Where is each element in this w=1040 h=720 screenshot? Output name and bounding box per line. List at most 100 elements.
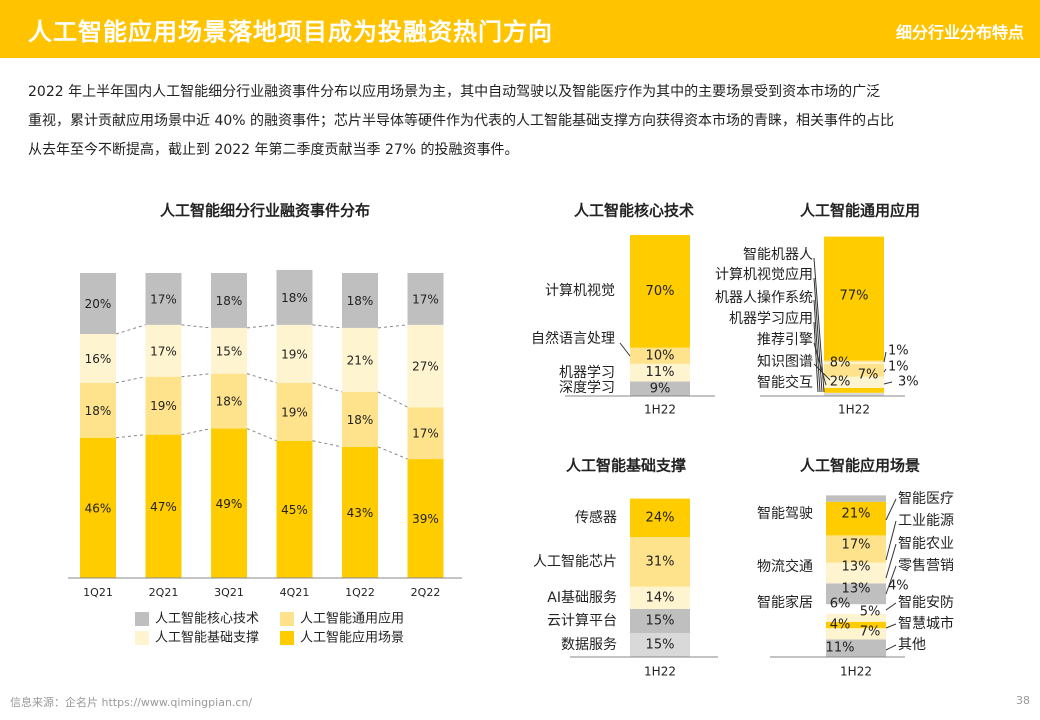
data-label: 18% (216, 395, 243, 409)
connector-line (246, 373, 277, 384)
x-tick-label: 2Q22 (411, 586, 441, 599)
category-label: 计算机视觉 (545, 283, 615, 299)
category-label: 计算机视觉应用 (715, 266, 813, 283)
bar-segment (630, 381, 690, 396)
data-label: 7% (860, 625, 881, 640)
data-label: 3% (898, 375, 919, 390)
data-label: 47% (150, 500, 177, 514)
bar-segment (407, 459, 444, 578)
data-label: 17% (412, 427, 439, 441)
data-label: 1% (888, 360, 909, 375)
category-label: 智慧城市 (898, 615, 954, 632)
leader-line (885, 543, 897, 579)
bar-segment (145, 273, 182, 325)
leader-line (813, 299, 821, 393)
bar-segment (342, 446, 378, 578)
bar-segment (630, 537, 690, 587)
chart-title: 人工智能应用场景 (800, 457, 920, 475)
bar-segment (826, 613, 886, 622)
bar-segment (145, 434, 182, 578)
legend-label: 人工智能通用应用 (300, 611, 404, 627)
category-label: 自然语言处理 (531, 330, 615, 347)
data-label: 21% (347, 353, 374, 367)
category-label: 推荐引擎 (757, 332, 813, 348)
connector-line (181, 373, 212, 378)
x-tick-label: 4Q21 (280, 586, 310, 599)
legend-swatch (135, 631, 149, 645)
category-label: 其他 (898, 637, 926, 653)
legend-swatch (280, 631, 294, 645)
data-label: 19% (150, 399, 177, 413)
data-label: 46% (85, 501, 112, 515)
bar-segment (80, 437, 116, 578)
data-label: 4% (830, 618, 851, 633)
connector-line (312, 382, 343, 393)
category-label: 智能机器人 (743, 247, 813, 263)
category-label: 物流交通 (757, 558, 813, 575)
bar-segment (630, 498, 690, 537)
bar-segment (276, 324, 313, 383)
connector-line (377, 391, 408, 408)
source-note: 信息来源：企名片 https://www.qimingpian.cn/ (10, 696, 253, 709)
data-label: 18% (281, 291, 308, 305)
connector-line (246, 428, 277, 442)
data-label: 18% (347, 413, 374, 427)
bar-segment (824, 392, 884, 396)
connector-line (312, 440, 343, 448)
data-label: 11% (826, 641, 855, 656)
bar-segment (826, 495, 886, 502)
data-label: 15% (216, 344, 243, 358)
leader-line (885, 602, 897, 611)
bar-segment (211, 428, 247, 578)
bar-segment (276, 440, 313, 578)
data-label: 17% (150, 292, 177, 306)
category-label: 深度学习 (559, 380, 615, 396)
bar-segment (826, 628, 886, 640)
data-label: 17% (412, 292, 439, 306)
bar-segment (211, 373, 247, 429)
connector-line (312, 324, 343, 329)
bar-segment (80, 273, 116, 334)
data-label: 1% (888, 344, 909, 359)
connector-line (377, 446, 408, 460)
data-label: 43% (347, 506, 374, 520)
legend-label: 人工智能应用场景 (300, 630, 404, 646)
data-label: 18% (347, 294, 374, 308)
data-label: 49% (216, 497, 243, 511)
bar-segment (826, 583, 886, 605)
leader-line (813, 342, 827, 386)
bar-segment (826, 562, 886, 584)
x-tick-label: 1H22 (840, 665, 872, 679)
bar-segment (276, 269, 313, 325)
leader-line (885, 623, 897, 629)
bar-segment (80, 382, 116, 438)
bar-segment (342, 391, 378, 447)
bar-segment (826, 621, 886, 629)
bar-segment (407, 407, 444, 460)
connector-line (377, 324, 408, 329)
data-label: 39% (412, 512, 439, 526)
data-label: 21% (842, 507, 871, 522)
data-label: 27% (412, 360, 439, 374)
bar-segment (276, 382, 313, 441)
bar-segment (826, 535, 886, 563)
bar-segment (824, 362, 884, 364)
data-label: 2% (830, 375, 851, 390)
bar-segment (824, 363, 884, 377)
category-label: 机器学习应用 (729, 310, 813, 327)
connector-line (115, 376, 146, 384)
category-label: 机器学习 (559, 365, 615, 381)
legend-swatch (135, 612, 149, 626)
data-label: 8% (830, 356, 851, 371)
data-label: 24% (646, 510, 675, 525)
category-label: 人工智能芯片 (533, 554, 617, 570)
x-tick-label: 1H22 (838, 403, 870, 417)
data-label: 18% (216, 294, 243, 308)
category-label: 智能农业 (898, 536, 954, 552)
data-label: 9% (650, 381, 671, 396)
category-label: 智能医疗 (898, 491, 954, 507)
category-label: 智能安防 (898, 595, 954, 611)
description-line: 重视，累计贡献应用场景中近 40% 的融资事件；芯片半导体等硬件作为代表的人工智… (28, 113, 895, 129)
category-label: AI基础服务 (547, 589, 617, 606)
